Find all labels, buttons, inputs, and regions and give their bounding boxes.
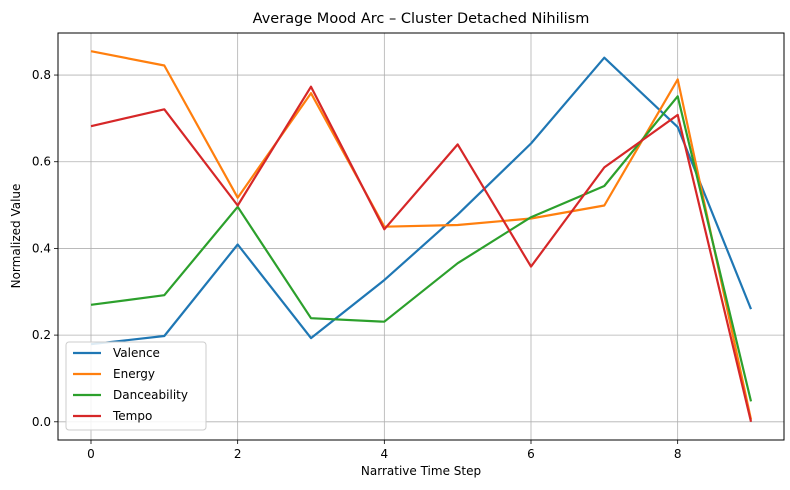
chart-title: Average Mood Arc – Cluster Detached Nihi… <box>253 11 590 27</box>
legend-label: Danceability <box>113 388 188 402</box>
x-tick-label: 2 <box>234 447 242 461</box>
x-tick-label: 8 <box>674 447 682 461</box>
series-lines <box>90 50 753 423</box>
legend-box <box>65 341 207 431</box>
legend: Valence Energy Danceability Tempo <box>65 341 207 431</box>
x-tick-label: 0 <box>87 447 95 461</box>
y-tick-label: 0.0 <box>32 415 51 429</box>
series-line-valence <box>90 56 753 346</box>
legend-label: Valence <box>113 346 160 360</box>
x-tick-label: 4 <box>381 447 389 461</box>
y-tick-label: 0.4 <box>32 241 51 255</box>
axis-ticks: 0 2 4 6 8 0.0 0.2 0.4 0.6 0.8 <box>32 68 682 461</box>
y-tick-label: 0.8 <box>32 68 51 82</box>
x-axis-label: Narrative Time Step <box>361 464 481 478</box>
x-tick-label: 6 <box>527 447 535 461</box>
series-line-tempo <box>90 85 753 423</box>
legend-label: Energy <box>113 367 155 381</box>
y-axis-label: Normalized Value <box>9 184 23 289</box>
y-tick-label: 0.6 <box>32 155 51 169</box>
y-tick-label: 0.2 <box>32 328 51 342</box>
grid <box>58 33 784 440</box>
legend-label: Tempo <box>112 409 152 423</box>
plot-frame <box>57 32 785 441</box>
